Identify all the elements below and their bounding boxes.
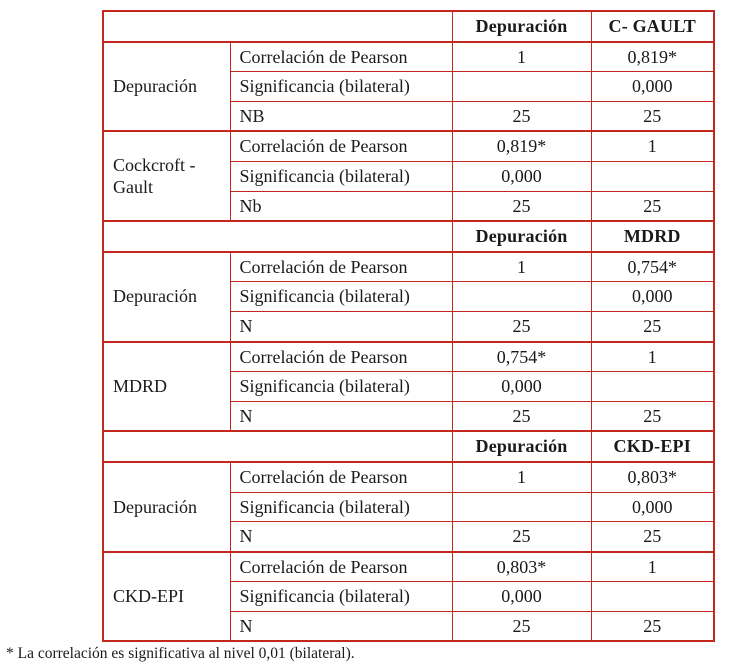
value-cell: 25 xyxy=(451,400,592,432)
section-header-row: Depuración MDRD xyxy=(102,220,715,253)
value-cell: 25 xyxy=(451,100,592,132)
col-header-ckdepi: CKD-EPI xyxy=(590,430,715,463)
stat-label-cell: N xyxy=(229,610,453,642)
value-cell: 0,803* xyxy=(590,460,715,493)
stat-label-cell: N xyxy=(229,521,453,553)
value-cell: 25 xyxy=(590,610,715,642)
value-cell: 25 xyxy=(590,190,715,222)
value-cell: 1 xyxy=(590,550,715,583)
table-row: Significancia (bilateral) 0,000 xyxy=(103,281,715,312)
table-row: N 25 25 xyxy=(103,521,715,553)
significance-footnote: * La correlación es significativa al niv… xyxy=(6,645,355,662)
value-cell: 0,819* xyxy=(590,40,715,73)
stat-label-cell: Significancia (bilateral) xyxy=(229,581,453,612)
row-group-label: Depuración xyxy=(102,460,231,553)
row-group-label: CKD-EPI xyxy=(102,550,231,642)
stat-label-cell: Correlación de Pearson xyxy=(229,340,453,373)
section-header-row: Depuración C- GAULT xyxy=(102,10,715,43)
col-header-depuracion: Depuración xyxy=(451,220,592,253)
row-group-label: Depuración xyxy=(102,40,231,132)
stat-label-cell: Correlación de Pearson xyxy=(229,40,453,73)
empty-header-cell xyxy=(102,430,453,463)
value-cell: 25 xyxy=(451,521,592,553)
table-row: N 25 25 xyxy=(103,310,715,343)
stat-label-cell: Nb xyxy=(229,190,453,222)
value-cell: 1 xyxy=(451,460,592,493)
correlation-table: Depuración C- GAULT Depuración Correlaci… xyxy=(102,10,715,643)
value-cell: 25 xyxy=(451,310,592,343)
stat-label-cell: Correlación de Pearson xyxy=(229,130,453,162)
table-row: Depuración Correlación de Pearson 1 0,75… xyxy=(102,250,715,343)
table-row: Significancia (bilateral) 0,000 xyxy=(103,371,715,402)
stat-label-cell: Correlación de Pearson xyxy=(229,460,453,493)
table-row: CKD-EPI Correlación de Pearson 0,803* 1 xyxy=(102,550,715,642)
row-group-label: Cockcroft - Gault xyxy=(102,130,231,222)
table-row: Significancia (bilateral) 0,000 xyxy=(103,160,715,192)
value-cell: 1 xyxy=(590,340,715,373)
col-header-depuracion: Depuración xyxy=(451,10,592,43)
value-cell: 1 xyxy=(451,250,592,283)
value-cell: 25 xyxy=(590,521,715,553)
stat-label-cell: Significancia (bilateral) xyxy=(229,371,453,402)
value-cell: 1 xyxy=(590,130,715,162)
table-row: Depuración Correlación de Pearson 1 0,81… xyxy=(102,40,715,132)
value-cell xyxy=(590,160,715,192)
stat-label-cell: Significancia (bilateral) xyxy=(229,491,453,523)
stat-label-cell: Correlación de Pearson xyxy=(229,250,453,283)
value-cell: 0,000 xyxy=(451,160,592,192)
table-row: Significancia (bilateral) 0,000 xyxy=(103,71,715,102)
value-cell: 0,000 xyxy=(590,491,715,523)
row-group-label: MDRD xyxy=(102,340,231,432)
value-cell xyxy=(451,491,592,523)
table-row: Nb 25 25 xyxy=(103,190,715,222)
empty-header-cell xyxy=(102,10,453,43)
value-cell: 0,000 xyxy=(451,581,592,612)
value-cell xyxy=(451,71,592,102)
stat-label-cell: N xyxy=(229,400,453,432)
value-cell: 25 xyxy=(451,610,592,642)
table-row: Significancia (bilateral) 0,000 xyxy=(103,581,715,612)
stat-label-cell: NB xyxy=(229,100,453,132)
value-cell: 0,754* xyxy=(451,340,592,373)
value-cell xyxy=(451,281,592,312)
stat-label-cell: Significancia (bilateral) xyxy=(229,160,453,192)
value-cell: 0,803* xyxy=(451,550,592,583)
value-cell: 0,000 xyxy=(590,281,715,312)
stat-label-cell: Correlación de Pearson xyxy=(229,550,453,583)
table-row: Cockcroft - Gault Correlación de Pearson… xyxy=(102,130,715,222)
section-header-row: Depuración CKD-EPI xyxy=(102,430,715,463)
table-row: Depuración Correlación de Pearson 1 0,80… xyxy=(102,460,715,553)
empty-header-cell xyxy=(102,220,453,253)
table-row: NB 25 25 xyxy=(103,100,715,132)
value-cell: 0,000 xyxy=(451,371,592,402)
stat-label-cell: N xyxy=(229,310,453,343)
table-row: N 25 25 xyxy=(103,610,715,642)
value-cell: 0,754* xyxy=(590,250,715,283)
table-row: MDRD Correlación de Pearson 0,754* 1 xyxy=(102,340,715,432)
stat-label-cell: Significancia (bilateral) xyxy=(229,71,453,102)
col-header-cgault: C- GAULT xyxy=(590,10,715,43)
value-cell xyxy=(590,581,715,612)
value-cell: 0,000 xyxy=(590,71,715,102)
value-cell: 1 xyxy=(451,40,592,73)
col-header-mdrd: MDRD xyxy=(590,220,715,253)
value-cell: 25 xyxy=(590,310,715,343)
value-cell: 0,819* xyxy=(451,130,592,162)
value-cell xyxy=(590,371,715,402)
stat-label-cell: Significancia (bilateral) xyxy=(229,281,453,312)
value-cell: 25 xyxy=(590,100,715,132)
value-cell: 25 xyxy=(590,400,715,432)
table-row: N 25 25 xyxy=(103,400,715,432)
col-header-depuracion: Depuración xyxy=(451,430,592,463)
value-cell: 25 xyxy=(451,190,592,222)
row-group-label: Depuración xyxy=(102,250,231,343)
